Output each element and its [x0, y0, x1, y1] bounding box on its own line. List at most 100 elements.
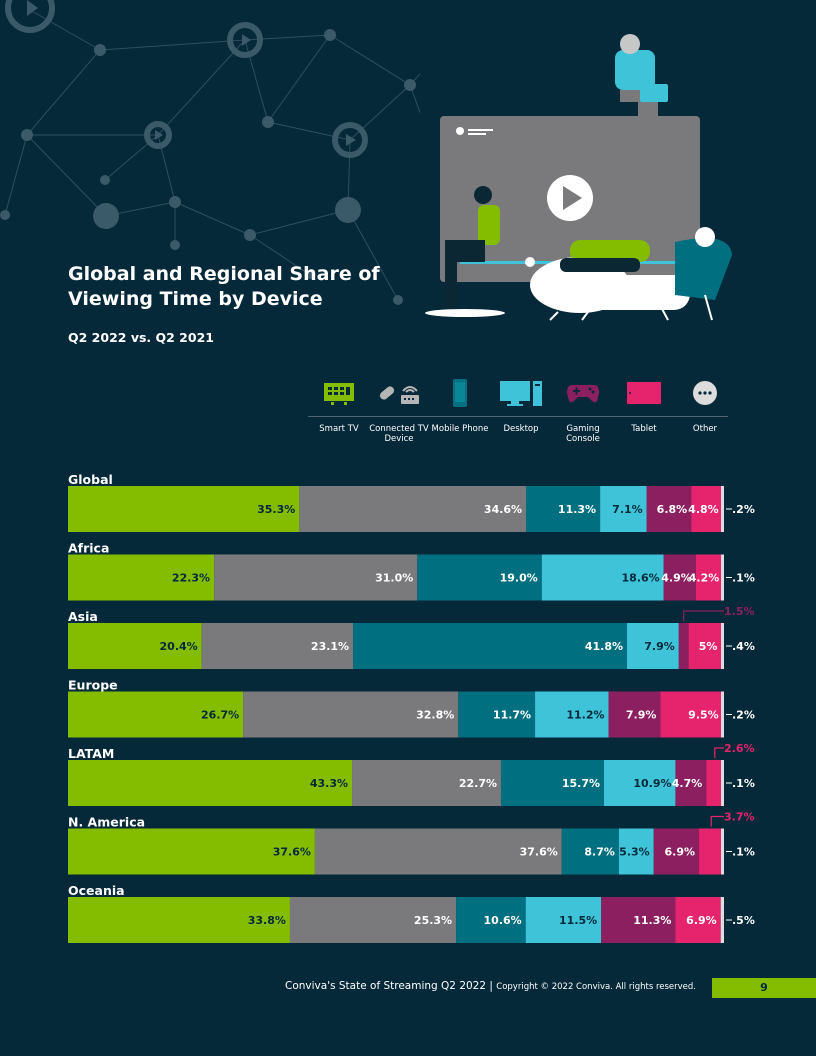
data-label: .2% [732, 709, 755, 722]
data-label: 11.2% [566, 709, 604, 722]
bar-segment [526, 486, 601, 532]
leader-line [683, 610, 724, 621]
bar-segment [721, 486, 724, 532]
data-label: 6.9% [686, 914, 717, 927]
data-label: 2.6% [724, 742, 755, 755]
bar-segment [68, 554, 215, 601]
bar-segment [720, 897, 724, 943]
data-label: 37.6% [273, 846, 311, 859]
data-label: 7.9% [626, 709, 657, 722]
region-label: Oceania [68, 883, 125, 898]
bar-segment [456, 897, 526, 943]
data-label: 11.3% [633, 914, 671, 927]
region-label: LATAM [68, 746, 114, 761]
legend-divider [308, 416, 728, 417]
bar-segment [68, 623, 202, 669]
data-label: 10.9% [633, 777, 671, 790]
data-label: 4.7% [672, 777, 703, 790]
bar-segment [525, 897, 602, 943]
legend-item-gaming-console: Gaming Console [552, 376, 614, 444]
data-label: .1% [732, 846, 755, 859]
bar-segment [68, 828, 315, 875]
data-label: 43.3% [310, 777, 348, 790]
data-label: 41.8% [585, 640, 623, 653]
tablet-icon [613, 376, 675, 410]
data-label: 22.3% [172, 572, 210, 585]
mobile-phone-icon [429, 376, 491, 410]
footer-report-title: Conviva's State of Streaming Q2 2022 [285, 980, 487, 992]
data-label: .5% [732, 914, 755, 927]
bar-segment [299, 486, 527, 532]
bar-segment [653, 828, 700, 875]
chart-title: Global and Regional Share of Viewing Tim… [68, 263, 380, 310]
data-label: 8.7% [584, 846, 615, 859]
chart-subtitle: Q2 2022 vs. Q2 2021 [68, 330, 214, 345]
network-background-decoration [0, 0, 420, 305]
legend-label: Connected TV Device [369, 424, 429, 444]
data-label: 4.2% [689, 572, 720, 585]
region-label: Europe [68, 678, 118, 693]
bar-segment [721, 760, 724, 806]
bar-segment [706, 760, 724, 806]
desktop-icon [490, 376, 552, 410]
legend-item-desktop: Desktop [490, 376, 552, 434]
data-label: 11.5% [559, 914, 597, 927]
footer-separator: | [489, 980, 493, 992]
legend-item-mobile-phone: Mobile Phone [429, 376, 491, 434]
legend-item-connected-tv-device: Connected TV Device [368, 376, 430, 444]
data-label: 37.6% [520, 846, 558, 859]
data-label: 9.5% [688, 709, 719, 722]
page-number: 9 [712, 978, 816, 998]
data-label: 34.6% [484, 503, 522, 516]
data-label: 33.8% [248, 914, 286, 927]
bar-segment [678, 623, 689, 669]
leader-line [714, 747, 724, 758]
gaming-console-icon [552, 376, 614, 410]
legend-label: Gaming Console [566, 424, 600, 444]
bar-segment [458, 691, 536, 738]
bar-segment [243, 691, 459, 738]
bar-segment [68, 760, 353, 806]
bar-segment [500, 760, 604, 806]
leader-line [710, 815, 724, 827]
data-label: 35.3% [257, 503, 295, 516]
data-label: 5% [699, 640, 718, 653]
bar-segment [663, 554, 696, 601]
bar-segment [721, 691, 724, 738]
data-label: .1% [732, 777, 755, 790]
chart-legend: Smart TV Connected TV Device Mobile Phon… [308, 376, 728, 452]
connected-tv-device-icon [368, 376, 430, 410]
data-label: .1% [732, 572, 755, 585]
footer: Conviva's State of Streaming Q2 2022 | C… [0, 980, 696, 992]
legend-item-tablet: Tablet [613, 376, 675, 434]
bar-segment [618, 828, 654, 875]
data-label: 3.7% [724, 811, 755, 824]
smart-tv-icon [308, 376, 370, 410]
bar-segment [691, 486, 723, 532]
data-label: 4.8% [688, 503, 719, 516]
bar-segment [721, 554, 724, 601]
bar-segment [627, 623, 679, 669]
bar-segment [660, 691, 723, 738]
bar-segment [721, 623, 724, 669]
bar-segment [675, 897, 721, 943]
legend-label: Smart TV [319, 424, 359, 434]
region-label: Asia [68, 609, 98, 624]
data-label: 15.7% [562, 777, 600, 790]
data-label: 26.7% [201, 709, 239, 722]
bar-segment [600, 486, 647, 532]
data-label: 10.6% [484, 914, 522, 927]
data-label: 11.3% [558, 503, 596, 516]
bar-segment [352, 760, 501, 806]
data-label: 22.7% [459, 777, 497, 790]
legend-label: Other [692, 424, 718, 434]
bar-segment [603, 760, 676, 806]
data-label: 4.9% [661, 572, 692, 585]
bar-segment [201, 623, 354, 669]
data-label: .2% [732, 503, 755, 516]
region-label: Africa [68, 541, 109, 556]
bar-segment [561, 828, 619, 875]
data-label: .4% [732, 640, 755, 653]
legend-item-other: Other [674, 376, 736, 434]
bar-segment [695, 554, 724, 601]
